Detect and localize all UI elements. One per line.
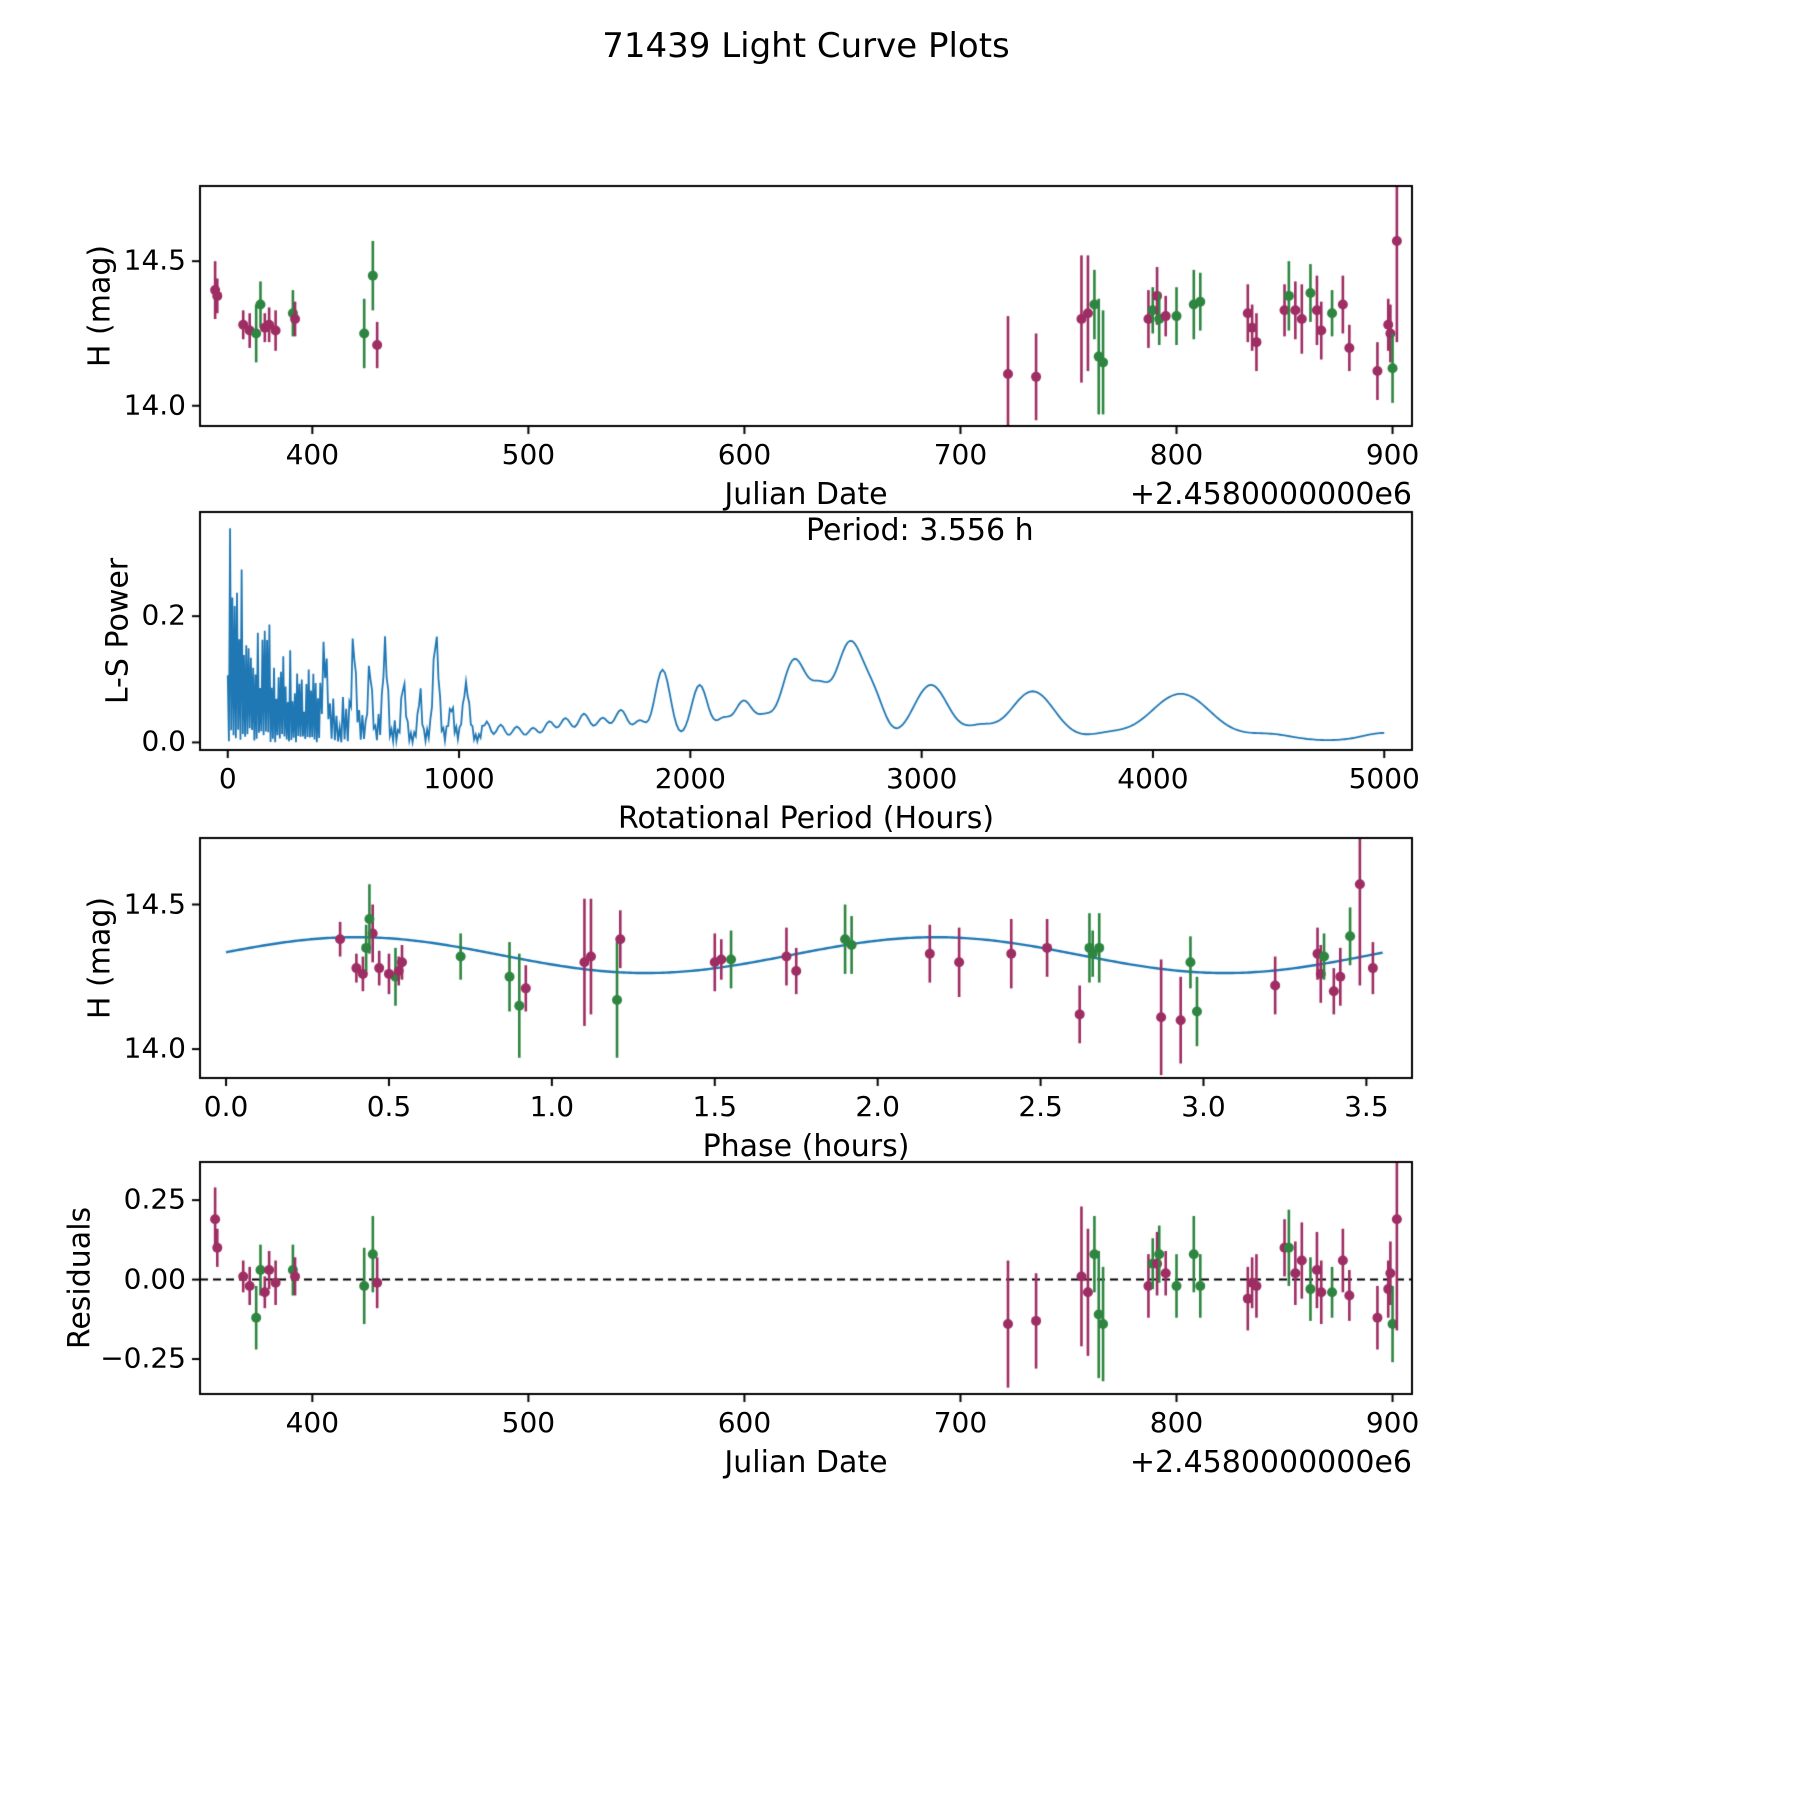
y-tick-label: 0.0 — [141, 725, 186, 759]
y-tick-label: 0.25 — [123, 1182, 186, 1216]
period-annotation: Period: 3.556 h — [806, 513, 1034, 548]
residuals-x-axis-label: Julian Date — [724, 1445, 888, 1480]
jd-mag-x-axis-label: Julian Date — [724, 477, 888, 512]
x-tick-label: 900 — [1365, 438, 1420, 471]
y-tick-label: −0.25 — [100, 1341, 186, 1375]
x-tick-label: 600 — [717, 438, 772, 471]
x-tick-label: 400 — [285, 1406, 340, 1439]
y-tick-label: 0.2 — [141, 598, 186, 632]
residuals-x-offset-text: +2.4580000000e6 — [1129, 1445, 1412, 1480]
x-tick-label: 0 — [218, 762, 237, 795]
x-tick-label: 1000 — [423, 762, 495, 795]
x-tick-label: 500 — [501, 438, 556, 471]
x-tick-label: 3.0 — [1181, 1090, 1226, 1123]
residuals-chart-canvas — [184, 1146, 1428, 1410]
x-tick-label: 2000 — [654, 762, 726, 795]
residuals-y-axis-label: Residuals — [62, 1206, 98, 1350]
x-tick-label: 700 — [933, 1406, 988, 1439]
x-tick-label: 2.0 — [855, 1090, 900, 1123]
y-tick-label: 14.5 — [123, 243, 186, 277]
jd-mag-y-axis-label: H (mag) — [82, 244, 118, 368]
figure-title: 71439 Light Curve Plots — [602, 26, 1010, 66]
x-tick-label: 800 — [1149, 1406, 1204, 1439]
periodogram-y-axis-label: L-S Power — [100, 557, 136, 705]
x-tick-label: 3000 — [886, 762, 958, 795]
phase-curve-chart-canvas — [184, 822, 1428, 1094]
x-tick-label: 3.5 — [1344, 1090, 1389, 1123]
periodogram-chart-canvas — [184, 496, 1428, 766]
phase-y-axis-label: H (mag) — [82, 896, 118, 1020]
x-tick-label: 2.5 — [1018, 1090, 1063, 1123]
y-tick-label: 14.0 — [123, 388, 186, 422]
periodogram-x-axis-label: Rotational Period (Hours) — [617, 801, 995, 836]
x-tick-label: 500 — [501, 1406, 556, 1439]
x-tick-label: 0.5 — [366, 1090, 412, 1123]
x-tick-label: 4000 — [1117, 762, 1189, 795]
jd-mag-chart-canvas — [184, 170, 1428, 442]
y-tick-label: 14.0 — [123, 1031, 186, 1065]
x-tick-label: 1.0 — [529, 1090, 575, 1123]
phase-x-axis-label: Phase (hours) — [702, 1129, 910, 1164]
x-tick-label: 5000 — [1348, 762, 1420, 795]
x-tick-label: 600 — [717, 1406, 772, 1439]
jd-mag-x-offset-text: +2.4580000000e6 — [1129, 477, 1412, 512]
y-tick-label: 14.5 — [123, 887, 186, 921]
x-tick-label: 700 — [933, 438, 988, 471]
x-tick-label: 0.0 — [203, 1090, 249, 1123]
y-tick-label: 0.00 — [123, 1262, 186, 1296]
x-tick-label: 900 — [1365, 1406, 1420, 1439]
x-tick-label: 1.5 — [692, 1090, 738, 1123]
x-tick-label: 800 — [1149, 438, 1204, 471]
x-tick-label: 400 — [285, 438, 340, 471]
